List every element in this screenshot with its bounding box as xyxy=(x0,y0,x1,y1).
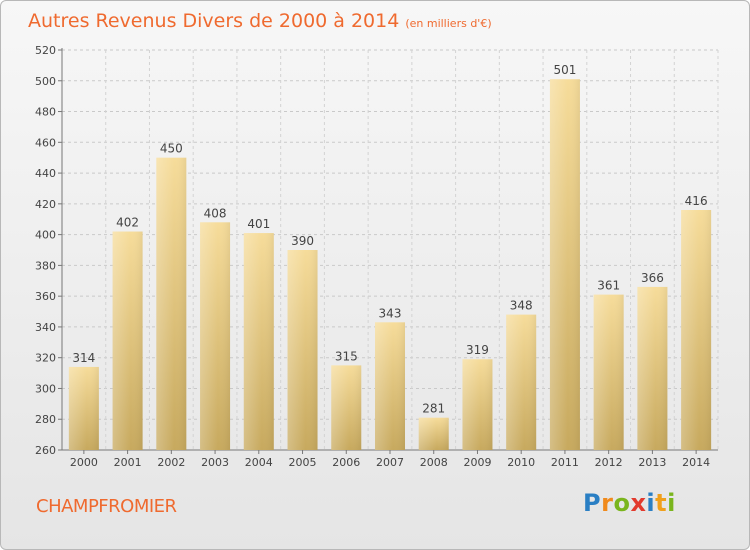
x-tick-label: 2004 xyxy=(245,456,273,469)
logo-letter: i xyxy=(646,489,656,517)
x-tick-label: 2011 xyxy=(551,456,579,469)
y-tick-label: 340 xyxy=(35,321,56,334)
bar-shade xyxy=(375,322,405,450)
y-tick-label: 440 xyxy=(35,167,56,180)
bar-shade xyxy=(243,233,274,450)
bar-shade xyxy=(593,294,624,450)
chart-title: Autres Revenus Divers de 2000 à 2014 (en … xyxy=(28,10,492,32)
y-tick-label: 360 xyxy=(35,290,56,303)
bar-value-label: 501 xyxy=(553,63,576,77)
bar-shade xyxy=(637,286,668,450)
y-tick-label: 380 xyxy=(35,259,56,272)
bar-value-label: 416 xyxy=(685,194,708,208)
bar-value-label: 314 xyxy=(72,351,95,365)
logo-letter: t xyxy=(655,489,668,517)
bar-value-label: 366 xyxy=(641,271,664,285)
bar-value-label: 343 xyxy=(379,306,402,320)
bar-shade xyxy=(418,417,449,450)
bar-value-label: 402 xyxy=(116,216,139,230)
data-labels: 2000 314 2001 402 2002 450 2003 408 2004 401 2005 3… xyxy=(70,63,710,469)
bar-value-label: 315 xyxy=(335,349,358,363)
y-tick-label: 280 xyxy=(35,413,56,426)
x-tick-label: 2008 xyxy=(420,456,448,469)
bar-shade xyxy=(68,366,99,450)
x-tick-label: 2005 xyxy=(289,456,317,469)
title-text: Autres Revenus Divers de 2000 à 2014 xyxy=(28,10,400,32)
bar-shade xyxy=(200,222,231,450)
bar-value-label: 281 xyxy=(422,402,445,416)
commune-name: CHAMPFROMIER xyxy=(36,496,177,517)
x-tick-label: 2003 xyxy=(201,456,229,469)
y-tick-label: 320 xyxy=(35,352,56,365)
bar-shade xyxy=(156,157,187,450)
proxiti-logo: Proxiti xyxy=(583,489,676,517)
y-tick-label: 520 xyxy=(35,44,56,57)
bar-shade xyxy=(549,79,580,450)
y-tick-label: 420 xyxy=(35,198,56,211)
bar-value-label: 450 xyxy=(160,142,183,156)
x-tick-label: 2006 xyxy=(332,456,360,469)
bar-shade xyxy=(287,250,318,450)
logo-letter: P xyxy=(583,489,602,517)
bar-value-label: 348 xyxy=(510,299,533,313)
bar-shade xyxy=(462,359,493,450)
x-tick-label: 2014 xyxy=(682,456,710,469)
logo-letter: i xyxy=(667,489,676,517)
y-tick-label: 460 xyxy=(35,136,56,149)
logo-letter: o xyxy=(613,489,631,517)
y-tick-label: 300 xyxy=(35,382,56,395)
bar-value-label: 390 xyxy=(291,234,314,248)
x-tick-label: 2010 xyxy=(507,456,535,469)
bar-value-label: 408 xyxy=(204,206,227,220)
x-tick-label: 2007 xyxy=(376,456,404,469)
bar-value-label: 401 xyxy=(247,217,270,231)
bar-value-label: 319 xyxy=(466,343,489,357)
y-tick-label: 260 xyxy=(35,444,56,457)
x-tick-label: 2001 xyxy=(114,456,142,469)
y-tick-label: 480 xyxy=(35,106,56,119)
bar-value-label: 361 xyxy=(597,279,620,293)
y-tick-label: 400 xyxy=(35,229,56,242)
x-tick-label: 2002 xyxy=(157,456,185,469)
y-tick-label: 500 xyxy=(35,75,56,88)
bars xyxy=(68,79,712,450)
bar-shade xyxy=(506,314,537,450)
bar-shade xyxy=(112,231,143,450)
unit-label: (en milliers d'€) xyxy=(405,17,492,30)
x-tick-label: 2009 xyxy=(463,456,491,469)
x-tick-label: 2000 xyxy=(70,456,98,469)
bar-shade xyxy=(681,210,712,450)
bar-shade xyxy=(331,365,362,450)
logo-letter: r xyxy=(601,489,614,517)
x-tick-label: 2013 xyxy=(638,456,666,469)
x-tick-label: 2012 xyxy=(595,456,623,469)
logo-letter: x xyxy=(630,489,647,517)
